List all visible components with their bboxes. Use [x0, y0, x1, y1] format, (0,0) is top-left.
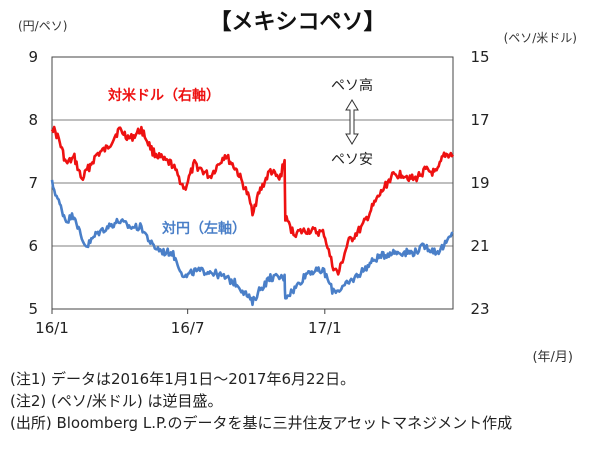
- left-tick-label: 6: [28, 237, 38, 255]
- series-label: 対米ドル（右軸）: [107, 87, 220, 104]
- right-axis-unit: (ペソ/米ドル): [503, 31, 577, 45]
- double-arrow-icon: [345, 99, 359, 145]
- annotation-peso-high: ペソ高: [331, 77, 373, 94]
- left-axis-ticks: 9 8 7 6 5: [28, 48, 38, 318]
- chart-title: 【メキシコペソ】: [209, 10, 386, 35]
- right-axis-ticks: 15 17 19 21 23: [470, 48, 489, 318]
- right-tick-label: 23: [470, 300, 489, 318]
- series-line: [50, 125, 455, 276]
- right-tick-label: 21: [470, 237, 489, 255]
- right-tick-label: 15: [470, 48, 489, 66]
- left-tick-label: 5: [28, 300, 38, 318]
- chart-area: 9 8 7 6 5 15 17 19 21 23 16/1 16/7 17/1 対米ドル（右軸） 対円…: [28, 48, 489, 337]
- left-tick-label: 7: [28, 174, 38, 192]
- right-tick-label: 19: [470, 174, 489, 192]
- annotation-peso-low: ペソ安: [331, 152, 373, 168]
- series-line: [50, 179, 454, 307]
- x-axis-ticks: 16/1 16/7 17/1: [35, 309, 342, 337]
- x-tick-label: 16/7: [171, 319, 205, 337]
- series-label: 対円（左軸）: [161, 220, 246, 237]
- left-axis-unit: (円/ペソ): [18, 19, 68, 33]
- series-lines: 対米ドル（右軸） 対円（左軸）: [50, 87, 455, 307]
- note-1: (注1) データは2016年1月1日～2017年6月22日。: [10, 370, 356, 388]
- left-tick-label: 9: [28, 48, 38, 66]
- right-tick-label: 17: [470, 111, 489, 129]
- x-axis-unit: (年/月): [532, 350, 573, 365]
- x-tick-label: 17/1: [308, 319, 342, 337]
- left-tick-label: 8: [28, 111, 38, 129]
- x-tick-label: 16/1: [35, 319, 69, 337]
- note-3: (出所) Bloomberg L.P.のデータを基に三井住友アセットマネジメント…: [10, 414, 513, 432]
- note-2: (注2) (ペソ/米ドル) は逆目盛。: [10, 392, 223, 410]
